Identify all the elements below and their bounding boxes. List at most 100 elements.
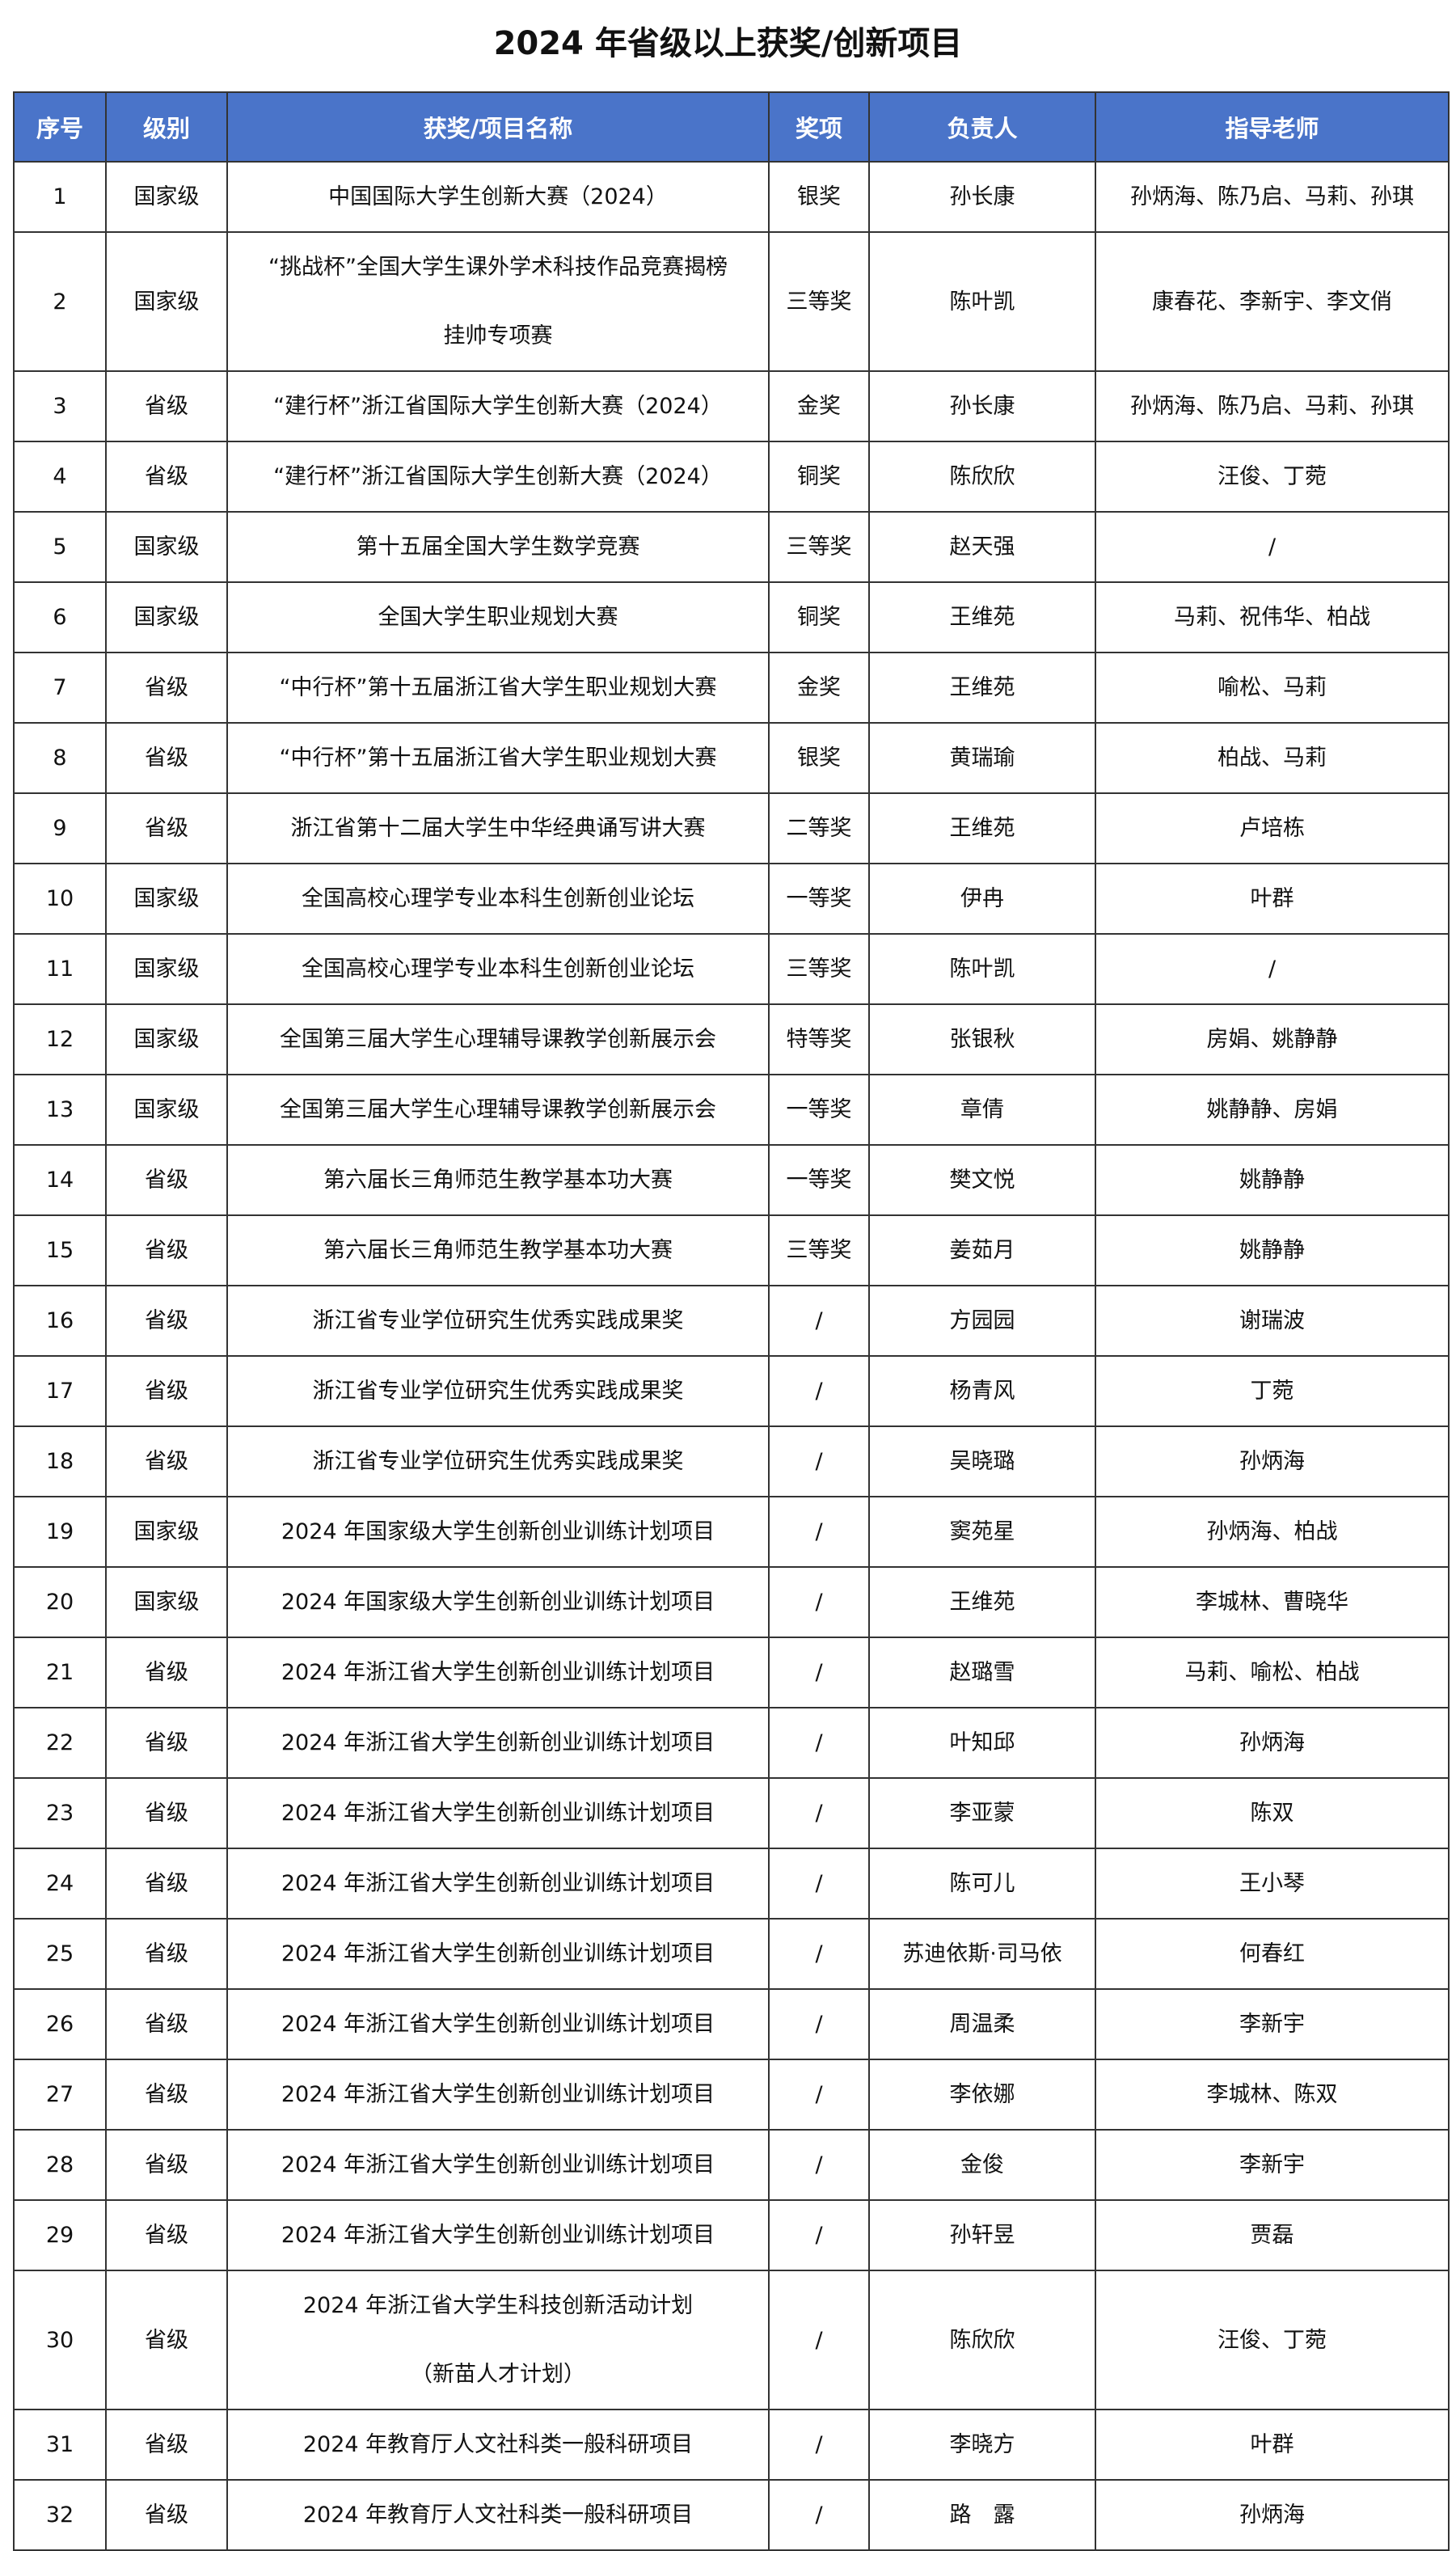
cell-index: 21 [13, 1637, 107, 1708]
cell-level: 省级 [105, 2479, 228, 2551]
cell-project-name: 中国国际大学生创新大赛（2024） [226, 161, 770, 233]
cell-project-name: 第六届长三角师范生教学基本功大赛 [226, 1214, 770, 1286]
cell-leader: 陈可儿 [868, 1848, 1096, 1920]
cell-index: 32 [13, 2479, 107, 2551]
cell-index: 7 [13, 652, 107, 724]
page-title: 2024 年省级以上获奖/创新项目 [493, 25, 963, 62]
cell-index: 8 [13, 722, 107, 794]
cell-level: 省级 [105, 1918, 228, 1990]
cell-index: 16 [13, 1285, 107, 1357]
awards-table: 序号 级别 获奖/项目名称 奖项 负责人 指导老师 1 国家级 中国国际大学生创新大… [13, 91, 1450, 2551]
cell-leader: 周温柔 [868, 1988, 1096, 2060]
cell-award: 金奖 [768, 370, 870, 442]
cell-award: / [768, 1777, 870, 1849]
cell-leader: 王维苑 [868, 792, 1096, 864]
cell-award: / [768, 1918, 870, 1990]
table-row: 12 国家级 全国第三届大学生心理辅导课教学创新展示会 特等奖 张银秋 房娟、姚静静 [13, 1003, 1450, 1075]
cell-project-name: 2024 年教育厅人文社科类一般科研项目 [226, 2479, 770, 2551]
cell-project-name: 全国大学生职业规划大赛 [226, 581, 770, 653]
cell-level: 国家级 [105, 581, 228, 653]
cell-advisors: 卢培栋 [1095, 792, 1450, 864]
table-row: 16 省级 浙江省专业学位研究生优秀实践成果奖 / 方园园 谢瑞波 [13, 1285, 1450, 1357]
table-row: 30 省级 2024 年浙江省大学生科技创新活动计划 （新苗人才计划） / 陈欣欣 汪俊、… [13, 2270, 1450, 2410]
cell-level: 省级 [105, 1707, 228, 1779]
cell-index: 2 [13, 231, 107, 372]
cell-award: 一等奖 [768, 1144, 870, 1216]
column-header-award: 奖项 [768, 91, 870, 163]
cell-project-name: 2024 年浙江省大学生创新创业训练计划项目 [226, 2129, 770, 2201]
cell-leader: 黄瑞瑜 [868, 722, 1096, 794]
cell-index: 18 [13, 1425, 107, 1497]
cell-project-name: 全国高校心理学专业本科生创新创业论坛 [226, 933, 770, 1005]
cell-project-name: 2024 年浙江省大学生创新创业训练计划项目 [226, 1988, 770, 2060]
cell-project-name: 全国第三届大学生心理辅导课教学创新展示会 [226, 1003, 770, 1075]
cell-advisors: 谢瑞波 [1095, 1285, 1450, 1357]
table-row: 4 省级 “建行杯”浙江省国际大学生创新大赛（2024） 铜奖 陈欣欣 汪俊、丁菀 [13, 441, 1450, 513]
cell-level: 省级 [105, 2409, 228, 2481]
cell-index: 9 [13, 792, 107, 864]
cell-index: 1 [13, 161, 107, 233]
cell-award: / [768, 1285, 870, 1357]
cell-project-name: 2024 年浙江省大学生创新创业训练计划项目 [226, 1918, 770, 1990]
cell-advisors: 汪俊、丁菀 [1095, 2270, 1450, 2410]
cell-leader: 王维苑 [868, 1566, 1096, 1638]
cell-award: 一等奖 [768, 863, 870, 935]
cell-index: 14 [13, 1144, 107, 1216]
cell-project-name: 2024 年浙江省大学生创新创业训练计划项目 [226, 1848, 770, 1920]
table-row: 32 省级 2024 年教育厅人文社科类一般科研项目 / 路 露孙炳海 [13, 2479, 1450, 2551]
cell-project-name: “建行杯”浙江省国际大学生创新大赛（2024） [226, 370, 770, 442]
cell-level: 省级 [105, 1285, 228, 1357]
cell-leader: 苏迪依斯·司马依 [868, 1918, 1096, 1990]
table-row: 8 省级 “中行杯”第十五届浙江省大学生职业规划大赛 银奖 黄瑞瑜 柏战、马莉 [13, 722, 1450, 794]
cell-project-name: “建行杯”浙江省国际大学生创新大赛（2024） [226, 441, 770, 513]
cell-level: 国家级 [105, 161, 228, 233]
cell-project-name: 浙江省专业学位研究生优秀实践成果奖 [226, 1425, 770, 1497]
cell-advisors: 姚静静、房娟 [1095, 1074, 1450, 1146]
cell-project-name: 2024 年浙江省大学生创新创业训练计划项目 [226, 1707, 770, 1779]
cell-leader: 李晓方 [868, 2409, 1096, 2481]
cell-project-name: 2024 年浙江省大学生创新创业训练计划项目 [226, 2199, 770, 2271]
table-row: 15 省级 第六届长三角师范生教学基本功大赛 三等奖 姜茹月 姚静静 [13, 1214, 1450, 1286]
cell-advisors: 姚静静 [1095, 1214, 1450, 1286]
cell-project-name: 全国高校心理学专业本科生创新创业论坛 [226, 863, 770, 935]
cell-advisors: / [1095, 933, 1450, 1005]
cell-advisors: 汪俊、丁菀 [1095, 441, 1450, 513]
cell-leader: 陈叶凯 [868, 231, 1096, 372]
cell-level: 国家级 [105, 1566, 228, 1638]
column-header-project-name: 获奖/项目名称 [226, 91, 770, 163]
cell-leader: 陈欣欣 [868, 441, 1096, 513]
table-row: 20 国家级 2024 年国家级大学生创新创业训练计划项目 / 王维苑 李城林、曹晓华 [13, 1566, 1450, 1638]
cell-index: 12 [13, 1003, 107, 1075]
cell-award: 铜奖 [768, 441, 870, 513]
cell-level: 省级 [105, 2129, 228, 2201]
cell-leader: 孙长康 [868, 161, 1096, 233]
cell-leader: 孙长康 [868, 370, 1096, 442]
cell-level: 国家级 [105, 933, 228, 1005]
cell-advisors: 孙炳海、柏战 [1095, 1496, 1450, 1568]
cell-award: / [768, 1425, 870, 1497]
cell-advisors: 孙炳海 [1095, 1707, 1450, 1779]
cell-award: / [768, 1848, 870, 1920]
table-row: 1 国家级 中国国际大学生创新大赛（2024） 银奖 孙长康 孙炳海、陈乃启、马莉、孙琪 [13, 161, 1450, 233]
cell-leader: 陈叶凯 [868, 933, 1096, 1005]
cell-advisors: 李新宇 [1095, 1988, 1450, 2060]
cell-leader: 金俊 [868, 2129, 1096, 2201]
cell-award: 金奖 [768, 652, 870, 724]
cell-project-name: 2024 年浙江省大学生创新创业训练计划项目 [226, 1637, 770, 1708]
cell-award: / [768, 2409, 870, 2481]
cell-award: / [768, 1566, 870, 1638]
table-header-row: 序号 级别 获奖/项目名称 奖项 负责人 指导老师 [13, 91, 1450, 163]
table-row: 6 国家级 全国大学生职业规划大赛 铜奖 王维苑 马莉、祝伟华、柏战 [13, 581, 1450, 653]
cell-level: 省级 [105, 1144, 228, 1216]
cell-level: 省级 [105, 792, 228, 864]
cell-project-name: 浙江省第十二届大学生中华经典诵写讲大赛 [226, 792, 770, 864]
table-row: 21 省级 2024 年浙江省大学生创新创业训练计划项目 / 赵璐雪 马莉、喻松、柏战 [13, 1637, 1450, 1708]
cell-level: 省级 [105, 2270, 228, 2410]
cell-project-name: 2024 年教育厅人文社科类一般科研项目 [226, 2409, 770, 2481]
table-row: 26 省级 2024 年浙江省大学生创新创业训练计划项目 / 周温柔 李新宇 [13, 1988, 1450, 2060]
cell-level: 国家级 [105, 863, 228, 935]
cell-leader: 方园园 [868, 1285, 1096, 1357]
cell-leader: 章倩 [868, 1074, 1096, 1146]
cell-leader: 赵天强 [868, 511, 1096, 583]
table-row: 29 省级 2024 年浙江省大学生创新创业训练计划项目 / 孙轩昱 贾磊 [13, 2199, 1450, 2271]
